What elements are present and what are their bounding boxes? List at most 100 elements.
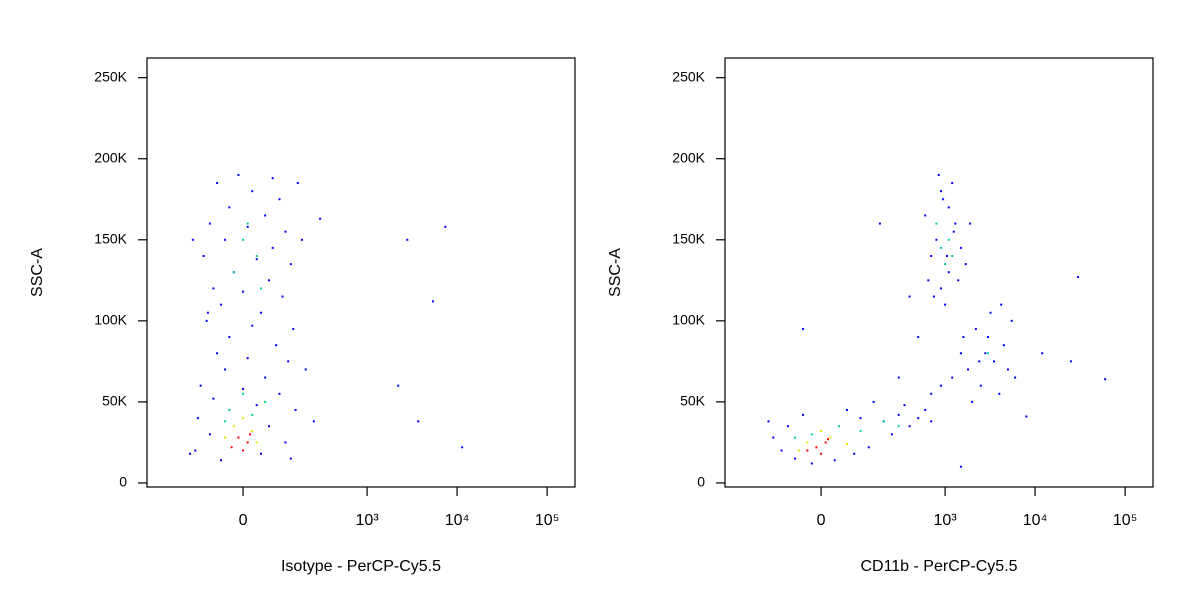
dot [959,352,962,355]
dot [924,214,927,217]
dot [304,368,307,371]
dot [1069,360,1072,363]
dot [826,438,829,441]
dot [872,400,875,403]
dot [802,413,805,416]
y-tick-label: 150K [94,230,127,246]
dot [930,420,933,423]
dot [224,238,227,241]
dot [969,222,972,225]
dot [255,255,258,258]
dot [984,352,987,355]
dot [251,190,254,193]
dot [780,449,783,452]
dot [794,457,797,460]
dot [930,392,933,395]
dot [216,182,219,185]
dot [947,238,950,241]
dot [287,360,290,363]
dot [264,376,267,379]
dot [962,336,965,339]
dot [810,433,813,436]
dot [959,246,962,249]
dot [1010,319,1013,322]
y-tick-label: 200K [94,149,127,165]
dot [939,287,942,290]
y-axis-label: SSC-A [29,248,46,297]
dot [248,433,251,436]
dot [829,436,832,439]
y-tick-label: 100K [672,312,705,328]
dot [942,198,945,201]
y-tick-label: 50K [680,393,706,409]
dot [859,417,862,420]
dot [312,420,315,423]
dot [242,417,245,420]
dot [264,400,267,403]
x-axis-label: Isotype - PerCP-Cy5.5 [281,558,441,575]
dot [219,303,222,306]
dot [216,352,219,355]
dot [271,246,274,249]
x-tick-label: 10⁴ [445,512,470,529]
dot [251,324,254,327]
dot [767,420,770,423]
dot [954,222,957,225]
dot [406,238,409,241]
x-tick-label: 0 [239,512,248,529]
dot [833,459,836,462]
dot [859,430,862,433]
dot [939,384,942,387]
dot [878,222,881,225]
dot [937,173,940,176]
dot [397,384,400,387]
dot [206,311,209,314]
dot [794,436,797,439]
y-tick-label: 250K [94,68,127,84]
dot [974,327,977,330]
dot [924,409,927,412]
dot [194,449,197,452]
dot [232,425,235,428]
dot [444,225,447,228]
dot [806,441,809,444]
dot [993,360,996,363]
dot [202,255,205,258]
y-tick-label: 250K [672,68,705,84]
dot [853,452,856,455]
dot [951,376,954,379]
dot [945,255,948,258]
dot [228,336,231,339]
dot [802,327,805,330]
dot [986,336,989,339]
dot [971,400,974,403]
dot [882,420,885,423]
dot [242,238,245,241]
dot [838,425,841,428]
dot [237,173,240,176]
x-tick-label: 10³ [356,512,380,529]
dot [205,319,208,322]
dot [212,397,215,400]
dot [951,255,954,258]
dot [300,238,303,241]
dot [957,279,960,282]
dot [268,279,271,282]
dot [242,290,245,293]
dot [1025,415,1028,418]
dot [932,295,935,298]
dot [935,238,938,241]
x-tick-label: 10⁵ [1113,512,1137,529]
dot [1104,378,1107,381]
dot [917,336,920,339]
x-tick-label: 0 [817,512,826,529]
dot [219,459,222,462]
dot [951,182,954,185]
dot [242,387,245,390]
dot [275,344,278,347]
dot [246,225,249,228]
dot [978,360,981,363]
dot [268,425,271,428]
dot [947,206,950,209]
